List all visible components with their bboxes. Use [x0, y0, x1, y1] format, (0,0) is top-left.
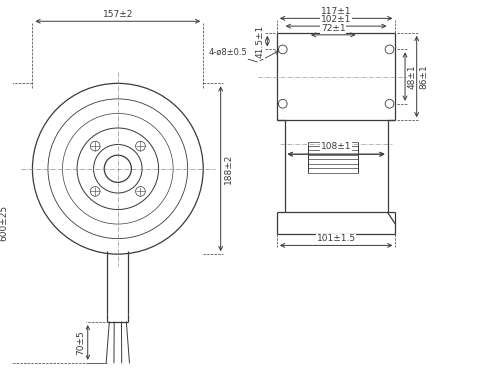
Text: 72±1: 72±1 — [321, 24, 346, 33]
Text: 157±2: 157±2 — [103, 10, 133, 19]
Text: 41.5±1: 41.5±1 — [255, 24, 264, 58]
Text: 70±5: 70±5 — [76, 330, 85, 355]
Text: 108±1: 108±1 — [321, 143, 351, 152]
Text: 48±1: 48±1 — [408, 64, 417, 89]
Text: 102±1: 102±1 — [321, 15, 351, 24]
Text: 117±1: 117±1 — [321, 7, 351, 16]
Text: 108±1: 108±1 — [321, 142, 351, 151]
Text: 600±25: 600±25 — [0, 205, 8, 241]
Text: 86±1: 86±1 — [419, 64, 429, 89]
Text: 101±1.5: 101±1.5 — [316, 234, 356, 244]
Text: 4-ø8±0.5: 4-ø8±0.5 — [208, 48, 247, 57]
Text: 188±2: 188±2 — [224, 154, 233, 184]
